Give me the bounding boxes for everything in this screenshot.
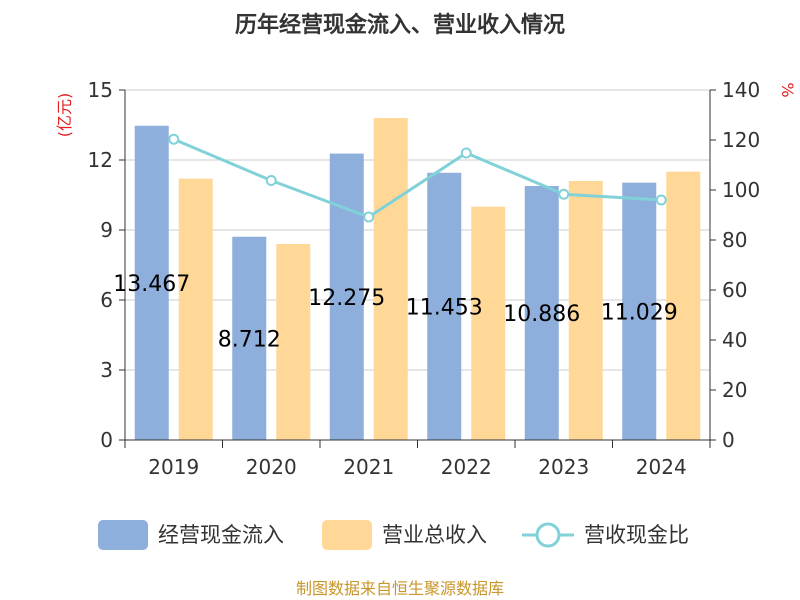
right-axis-tick-label: 60	[722, 278, 747, 302]
x-axis-tick-label: 2024	[636, 455, 687, 479]
left-axis-tick-label: 6	[100, 288, 113, 312]
revenue-bar	[276, 244, 311, 440]
cash-inflow-data-label: 12.275	[308, 286, 385, 311]
axes: 0 3 6 9 12 15 0 20 40 60 80 100 120 140 2019 2020 2021 20…	[88, 78, 761, 479]
revenue-bar	[568, 181, 603, 440]
right-axis-tick-label: 120	[722, 128, 760, 152]
revenue-bar	[666, 171, 701, 440]
cash-inflow-bar	[134, 125, 169, 441]
x-axis-tick-label: 2022	[441, 455, 492, 479]
chart-title: 历年经营现金流入、营业收入情况	[235, 12, 565, 38]
x-axis-tick-label: 2021	[343, 455, 394, 479]
ratio-line	[173, 137, 662, 219]
cash-inflow-data-label: 10.886	[503, 302, 580, 327]
left-axis-tick-label: 12	[88, 148, 113, 172]
revenue-bar	[471, 206, 506, 440]
bars	[134, 118, 701, 441]
ratio-point	[363, 211, 375, 223]
right-axis-unit-label: %	[778, 82, 797, 97]
cash-inflow-bar	[232, 236, 267, 440]
cash-inflow-data-label: 13.467	[113, 272, 190, 297]
cash-inflow-bar	[524, 185, 559, 440]
left-axis-tick-label: 9	[100, 218, 113, 242]
legend-swatch-revenue	[322, 520, 372, 550]
cash-inflow-bar	[427, 172, 462, 440]
revenue-bar	[178, 178, 213, 440]
ratio-point	[460, 147, 472, 159]
legend-marker-ratio	[535, 522, 561, 548]
cash-inflow-data-label: 11.029	[601, 300, 678, 325]
ratio-point	[168, 133, 180, 145]
legend: 经营现金流入 营业总收入 营收现金比	[98, 520, 689, 550]
x-axis-tick-label: 2023	[538, 455, 589, 479]
left-axis-unit-label: (亿元)	[55, 93, 74, 138]
cash-inflow-bar	[622, 182, 657, 440]
right-axis-tick-label: 20	[722, 378, 747, 402]
left-axis-tick-label: 3	[100, 358, 113, 382]
right-axis-tick-label: 100	[722, 178, 760, 202]
ratio-point	[655, 194, 667, 206]
right-axis-tick-label: 0	[722, 428, 735, 452]
revenue-bar	[373, 118, 408, 440]
right-axis-tick-label: 80	[722, 228, 747, 252]
right-axis-tick-label: 40	[722, 328, 747, 352]
x-axis-tick-label: 2019	[148, 455, 199, 479]
cash-inflow-data-label: 11.453	[406, 295, 483, 320]
right-axis-tick-label: 140	[722, 78, 760, 102]
ratio-point	[558, 188, 570, 200]
left-axis-tick-label: 15	[88, 78, 113, 102]
cash-inflow-data-label: 8.712	[218, 327, 281, 352]
x-axis-tick-label: 2020	[246, 455, 297, 479]
cash-inflow-bar	[329, 153, 364, 441]
legend-label-cash-inflow: 经营现金流入	[158, 523, 284, 547]
source-note: 制图数据来自恒生聚源数据库	[296, 579, 504, 598]
ratio-line-layer	[168, 133, 667, 223]
legend-swatch-cash-inflow	[98, 520, 148, 550]
data-labels: 13.467 8.712 12.275 11.453 10.886 11.029	[113, 272, 677, 352]
left-axis-tick-label: 0	[100, 428, 113, 452]
ratio-point	[265, 175, 277, 186]
legend-label-ratio: 营收现金比	[584, 523, 689, 547]
legend-label-revenue: 营业总收入	[382, 523, 487, 547]
